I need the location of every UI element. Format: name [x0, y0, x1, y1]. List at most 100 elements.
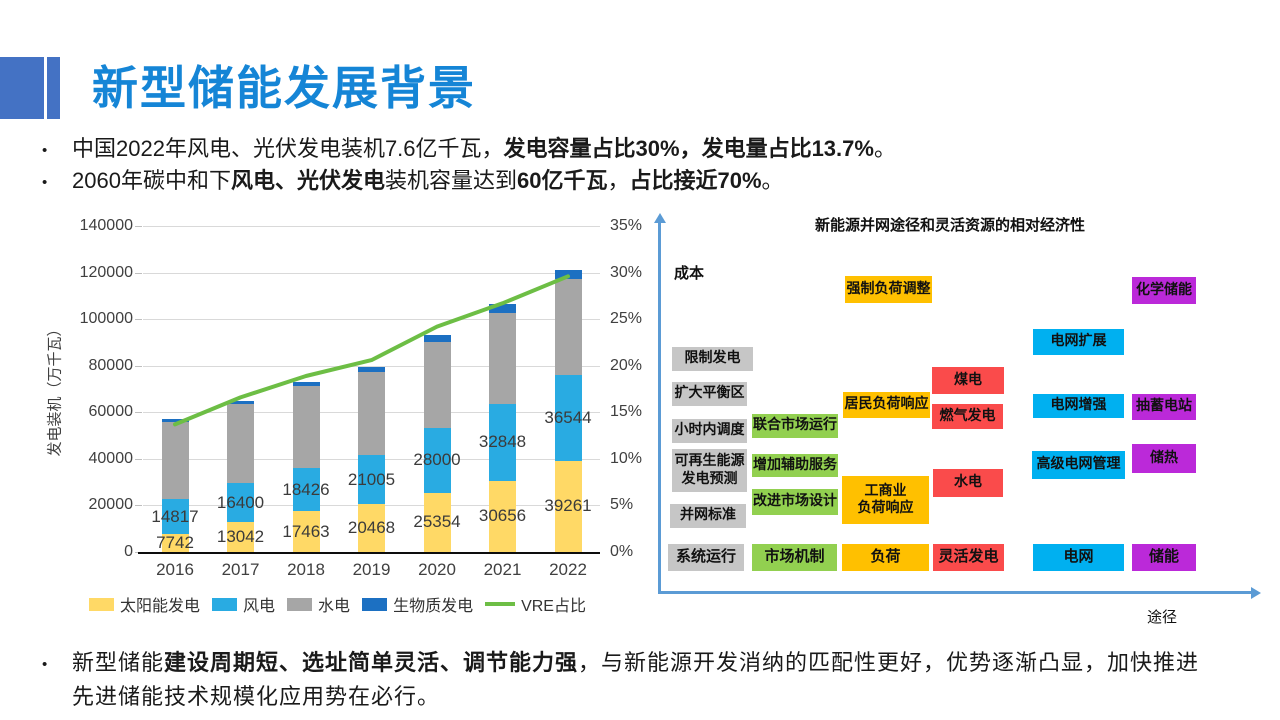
diagram-box: 电网: [1033, 544, 1124, 571]
legend-label: 水电: [318, 598, 351, 615]
gridline: [143, 226, 600, 227]
diagram-x-axis-label: 途径: [1147, 610, 1178, 626]
y-axis-tick: [135, 365, 142, 367]
diagram-box: 扩大平衡区: [672, 382, 747, 406]
secondary-axis-tick-label: 15%: [610, 403, 643, 421]
diagram-box: 高级电网管理: [1032, 451, 1125, 479]
x-axis-tick-label: 2016: [156, 560, 194, 579]
bar-segment: [358, 372, 385, 456]
data-label: 39261: [544, 496, 592, 516]
y-axis-tick: [135, 226, 142, 227]
y-axis-tick: [135, 319, 142, 321]
data-label: 30656: [478, 506, 527, 526]
diagram-y-axis: [658, 222, 661, 593]
text-segment: 建设周期短、选址简单灵活、调节能力强: [164, 650, 579, 675]
y-axis-tick: [135, 412, 142, 414]
diagram-box: 工商业 负荷响应: [842, 476, 929, 524]
list-item: • 中国2022年风电、光伏发电装机7.6亿千瓦，发电容量占比30%，发电量占比1…: [42, 134, 1252, 166]
bar-segment: [292, 511, 320, 552]
text-segment: 。: [873, 136, 896, 161]
diagram-x-axis-arrow: [1251, 587, 1261, 599]
diagram-x-axis: [658, 591, 1254, 594]
diagram-box: 联合市场运行: [752, 414, 838, 438]
bar-segment: [358, 455, 385, 505]
diagram-box: 系统运行: [668, 544, 744, 571]
bullet-marker: •: [42, 174, 48, 191]
bar-segment: [161, 422, 189, 500]
diagram-box: 小时内调度: [672, 419, 747, 443]
bar-segment: [161, 533, 189, 552]
data-label: 21005: [347, 469, 396, 489]
bar-segment: [489, 304, 516, 314]
text-segment: 装机容量达到: [384, 168, 517, 193]
bar-segment: [358, 367, 385, 373]
bar-segment: [292, 468, 320, 512]
text-segment: 2060年碳中和下: [72, 168, 231, 193]
data-label: 7742: [156, 532, 194, 552]
y-axis-tick: [135, 272, 142, 274]
bar-segment: [227, 483, 254, 522]
x-axis-line: [138, 552, 600, 554]
diagram-box: 储能: [1132, 544, 1196, 571]
legend-label: 生物质发电: [393, 598, 474, 615]
diagram-box: 储热: [1132, 444, 1196, 473]
list-item: • 2060年碳中和下风电、光伏发电装机容量达到60亿千瓦，占比接近70%。: [42, 166, 1252, 198]
gridline: [143, 272, 600, 274]
grid-integration-economics-diagram: 新能源并网途径和灵活资源的相对经济性 成本 途径 强制负荷调整 化学储能 电网扩展限…: [650, 210, 1278, 640]
bar-segment: [423, 427, 451, 493]
legend-item: 水电: [287, 592, 350, 616]
diagram-box: 抽蓄电站: [1132, 394, 1196, 420]
bullet-text: 新型储能建设周期短、选址简单灵活、调节能力强，与新能源开发消纳的匹配性更好，优势…: [72, 646, 1207, 714]
text-segment: 新型储能: [72, 650, 165, 675]
bar-segment: [554, 269, 582, 280]
bar-segment: [161, 419, 189, 423]
gridline: [143, 319, 600, 321]
data-label: 18426: [282, 479, 330, 499]
diagram-box: 增加辅助服务: [752, 454, 838, 477]
y-axis-tick-label: 120000: [79, 263, 133, 281]
x-axis-tick-label: 2018: [287, 560, 325, 579]
text-segment: 。: [761, 168, 784, 193]
bullet-text: 2060年碳中和下风电、光伏发电装机容量达到60亿千瓦，占比接近70%。: [72, 166, 784, 198]
secondary-axis-tick-label: 5%: [610, 496, 634, 514]
bar-segment: [227, 400, 254, 405]
y-axis-tick-label: 20000: [88, 496, 134, 514]
diagram-box: 化学储能: [1132, 277, 1196, 304]
bar-segment: [554, 460, 582, 552]
top-bullet-list: • 中国2022年风电、光伏发电装机7.6亿千瓦，发电容量占比30%，发电量占比1…: [42, 134, 1252, 198]
data-label: 14817: [151, 506, 199, 526]
bar-segment: [489, 313, 516, 405]
bar-segment: [554, 279, 582, 376]
y-axis-title: 发电装机（万千瓦）: [46, 321, 64, 457]
x-axis-tick-label: 2020: [418, 560, 456, 579]
text-segment: 风电、光伏发电: [230, 168, 385, 193]
page-title: 新型储能发展背景: [92, 62, 476, 114]
legend-swatch: [89, 597, 115, 611]
bullet-text: 中国2022年风电、光伏发电装机7.6亿千瓦，发电容量占比30%，发电量占比13…: [72, 134, 896, 166]
x-axis-tick-label: 2021: [483, 560, 522, 579]
diagram-box: 燃气发电: [932, 404, 1003, 429]
title-accent-bar-thin: [47, 57, 60, 119]
text-segment: ，与新能源开发消纳的匹配性更好，优势逐渐凸显，加快推进先进储能技术规模化应用势在…: [72, 650, 1200, 709]
bar-segment: [161, 499, 189, 534]
y-axis-tick-label: 100000: [79, 310, 133, 328]
diagram-box: 居民负荷响应: [843, 392, 930, 418]
bullet-marker: •: [42, 142, 48, 159]
secondary-axis-tick-label: 25%: [610, 310, 643, 328]
title-accent-bar: [0, 57, 44, 119]
data-label: 28000: [413, 450, 461, 470]
bar-segment: [423, 334, 451, 342]
secondary-axis-tick-label: 30%: [610, 263, 643, 281]
bar-segment: [489, 480, 516, 552]
diagram-box: 可再生能源 发电预测: [672, 449, 747, 492]
x-axis-tick-label: 2017: [221, 560, 260, 579]
x-axis-tick-label: 2022: [549, 560, 587, 579]
diagram-box: 电网增强: [1033, 394, 1124, 418]
secondary-axis-tick-label: 35%: [610, 217, 643, 234]
list-item: • 新型储能建设周期短、选址简单灵活、调节能力强，与新能源开发消纳的匹配性更好，优…: [42, 646, 1207, 714]
capacity-stacked-bar-chart: 0 20000 40000 60000 80000 100000 120000 140000 0…: [30, 212, 645, 624]
chart-legend: 太阳能发电 风电 水电 生物质发电 VRE占比: [30, 592, 645, 616]
diagram-box: 水电: [933, 469, 1003, 497]
text-segment: ，: [607, 168, 630, 193]
